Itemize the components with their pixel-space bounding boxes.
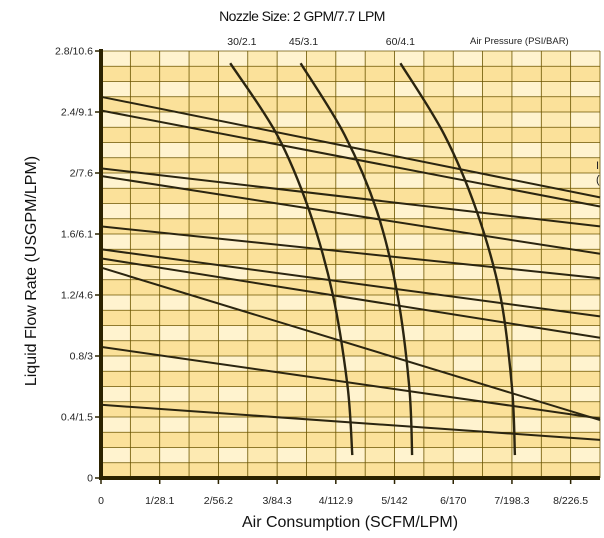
background-band <box>101 173 600 189</box>
x-tick-labels: 0 1/28.1 2/56.2 3/84.3 4/112.9 5/142 6/170 7/19… <box>98 478 588 507</box>
y-tick-label: 2.4/9.1 <box>61 107 93 119</box>
background-band <box>101 279 600 295</box>
grid-lines <box>100 50 601 479</box>
flow-line <box>100 266 601 422</box>
y-tick-label: 0 <box>87 473 93 485</box>
x-tick-label: 6/170 <box>440 495 466 507</box>
axes <box>99 49 600 480</box>
background-band <box>101 127 600 143</box>
y-tick-label: 2.8/10.6 <box>55 46 93 58</box>
flow-line <box>100 167 601 228</box>
background-band <box>101 112 600 128</box>
pressure-labels: 30/2.1 45/3.1 60/4.1 <box>227 36 415 48</box>
pressure-curve <box>299 62 414 456</box>
y-tick-label: 2/7.6 <box>70 168 94 180</box>
flow-line <box>100 225 601 280</box>
x-tick-label: 1/28.1 <box>145 495 174 507</box>
background-band <box>101 325 600 341</box>
x-tick-label: 5/142 <box>381 495 407 507</box>
y-tick-labels: 0 0.4/1.5 0.8/3 1.2/4.6 1.6/6.1 2/7.6 2.4/9.1 2… <box>55 46 101 485</box>
background-band <box>101 386 600 402</box>
background-band <box>101 264 600 280</box>
background-band <box>101 310 600 326</box>
background-band <box>101 142 600 158</box>
y-tick-label: 1.6/6.1 <box>61 229 93 241</box>
x-tick-label: 7/198.3 <box>494 495 529 507</box>
background-band <box>101 249 600 265</box>
flow-line <box>100 248 601 318</box>
background-band <box>101 188 600 204</box>
flow-line <box>100 175 601 255</box>
flow-line <box>100 109 601 208</box>
background-band <box>101 51 600 67</box>
background-band <box>101 447 600 463</box>
background-band <box>101 157 600 173</box>
background-band <box>101 234 600 250</box>
y-tick-label: 0.4/1.5 <box>61 412 93 424</box>
pressure-curve <box>399 62 517 456</box>
flow-lines <box>100 95 601 441</box>
cut-off-mark: I <box>596 160 600 172</box>
pressure-label: 45/3.1 <box>289 36 318 48</box>
flow-line <box>100 257 601 339</box>
background-band <box>101 356 600 372</box>
background-band <box>101 96 600 112</box>
x-tick-label: 8/226.5 <box>553 495 588 507</box>
background-band <box>101 340 600 356</box>
x-tick-label: 3/84.3 <box>263 495 292 507</box>
y-tick-label: 0.8/3 <box>70 351 94 363</box>
background-band <box>101 203 600 219</box>
background-band <box>101 81 600 97</box>
x-tick-label: 0 <box>98 495 104 507</box>
y-axis-label: Liquid Flow Rate (USGPM/LPM) <box>23 155 40 387</box>
background-band <box>101 462 600 478</box>
y-tick-label: 1.2/4.6 <box>61 290 93 302</box>
background-band <box>101 371 600 387</box>
air-pressure-title: Air Pressure (PSI/BAR) <box>470 36 569 47</box>
x-tick-label: 4/112.9 <box>319 495 353 507</box>
pressure-label: 30/2.1 <box>227 36 256 48</box>
x-tick-label: 2/56.2 <box>204 495 233 507</box>
background-band <box>101 66 600 82</box>
cut-off-mark: ( <box>596 174 600 186</box>
chart-title: Nozzle Size: 2 GPM/7.7 LPM <box>219 8 385 24</box>
pressure-label: 60/4.1 <box>386 36 415 48</box>
background-band <box>101 218 600 234</box>
x-axis-label: Air Consumption (SCFM/LPM) <box>241 514 459 531</box>
pressure-curve <box>229 62 354 456</box>
pressure-curves <box>229 62 517 456</box>
flow-line <box>100 345 601 420</box>
